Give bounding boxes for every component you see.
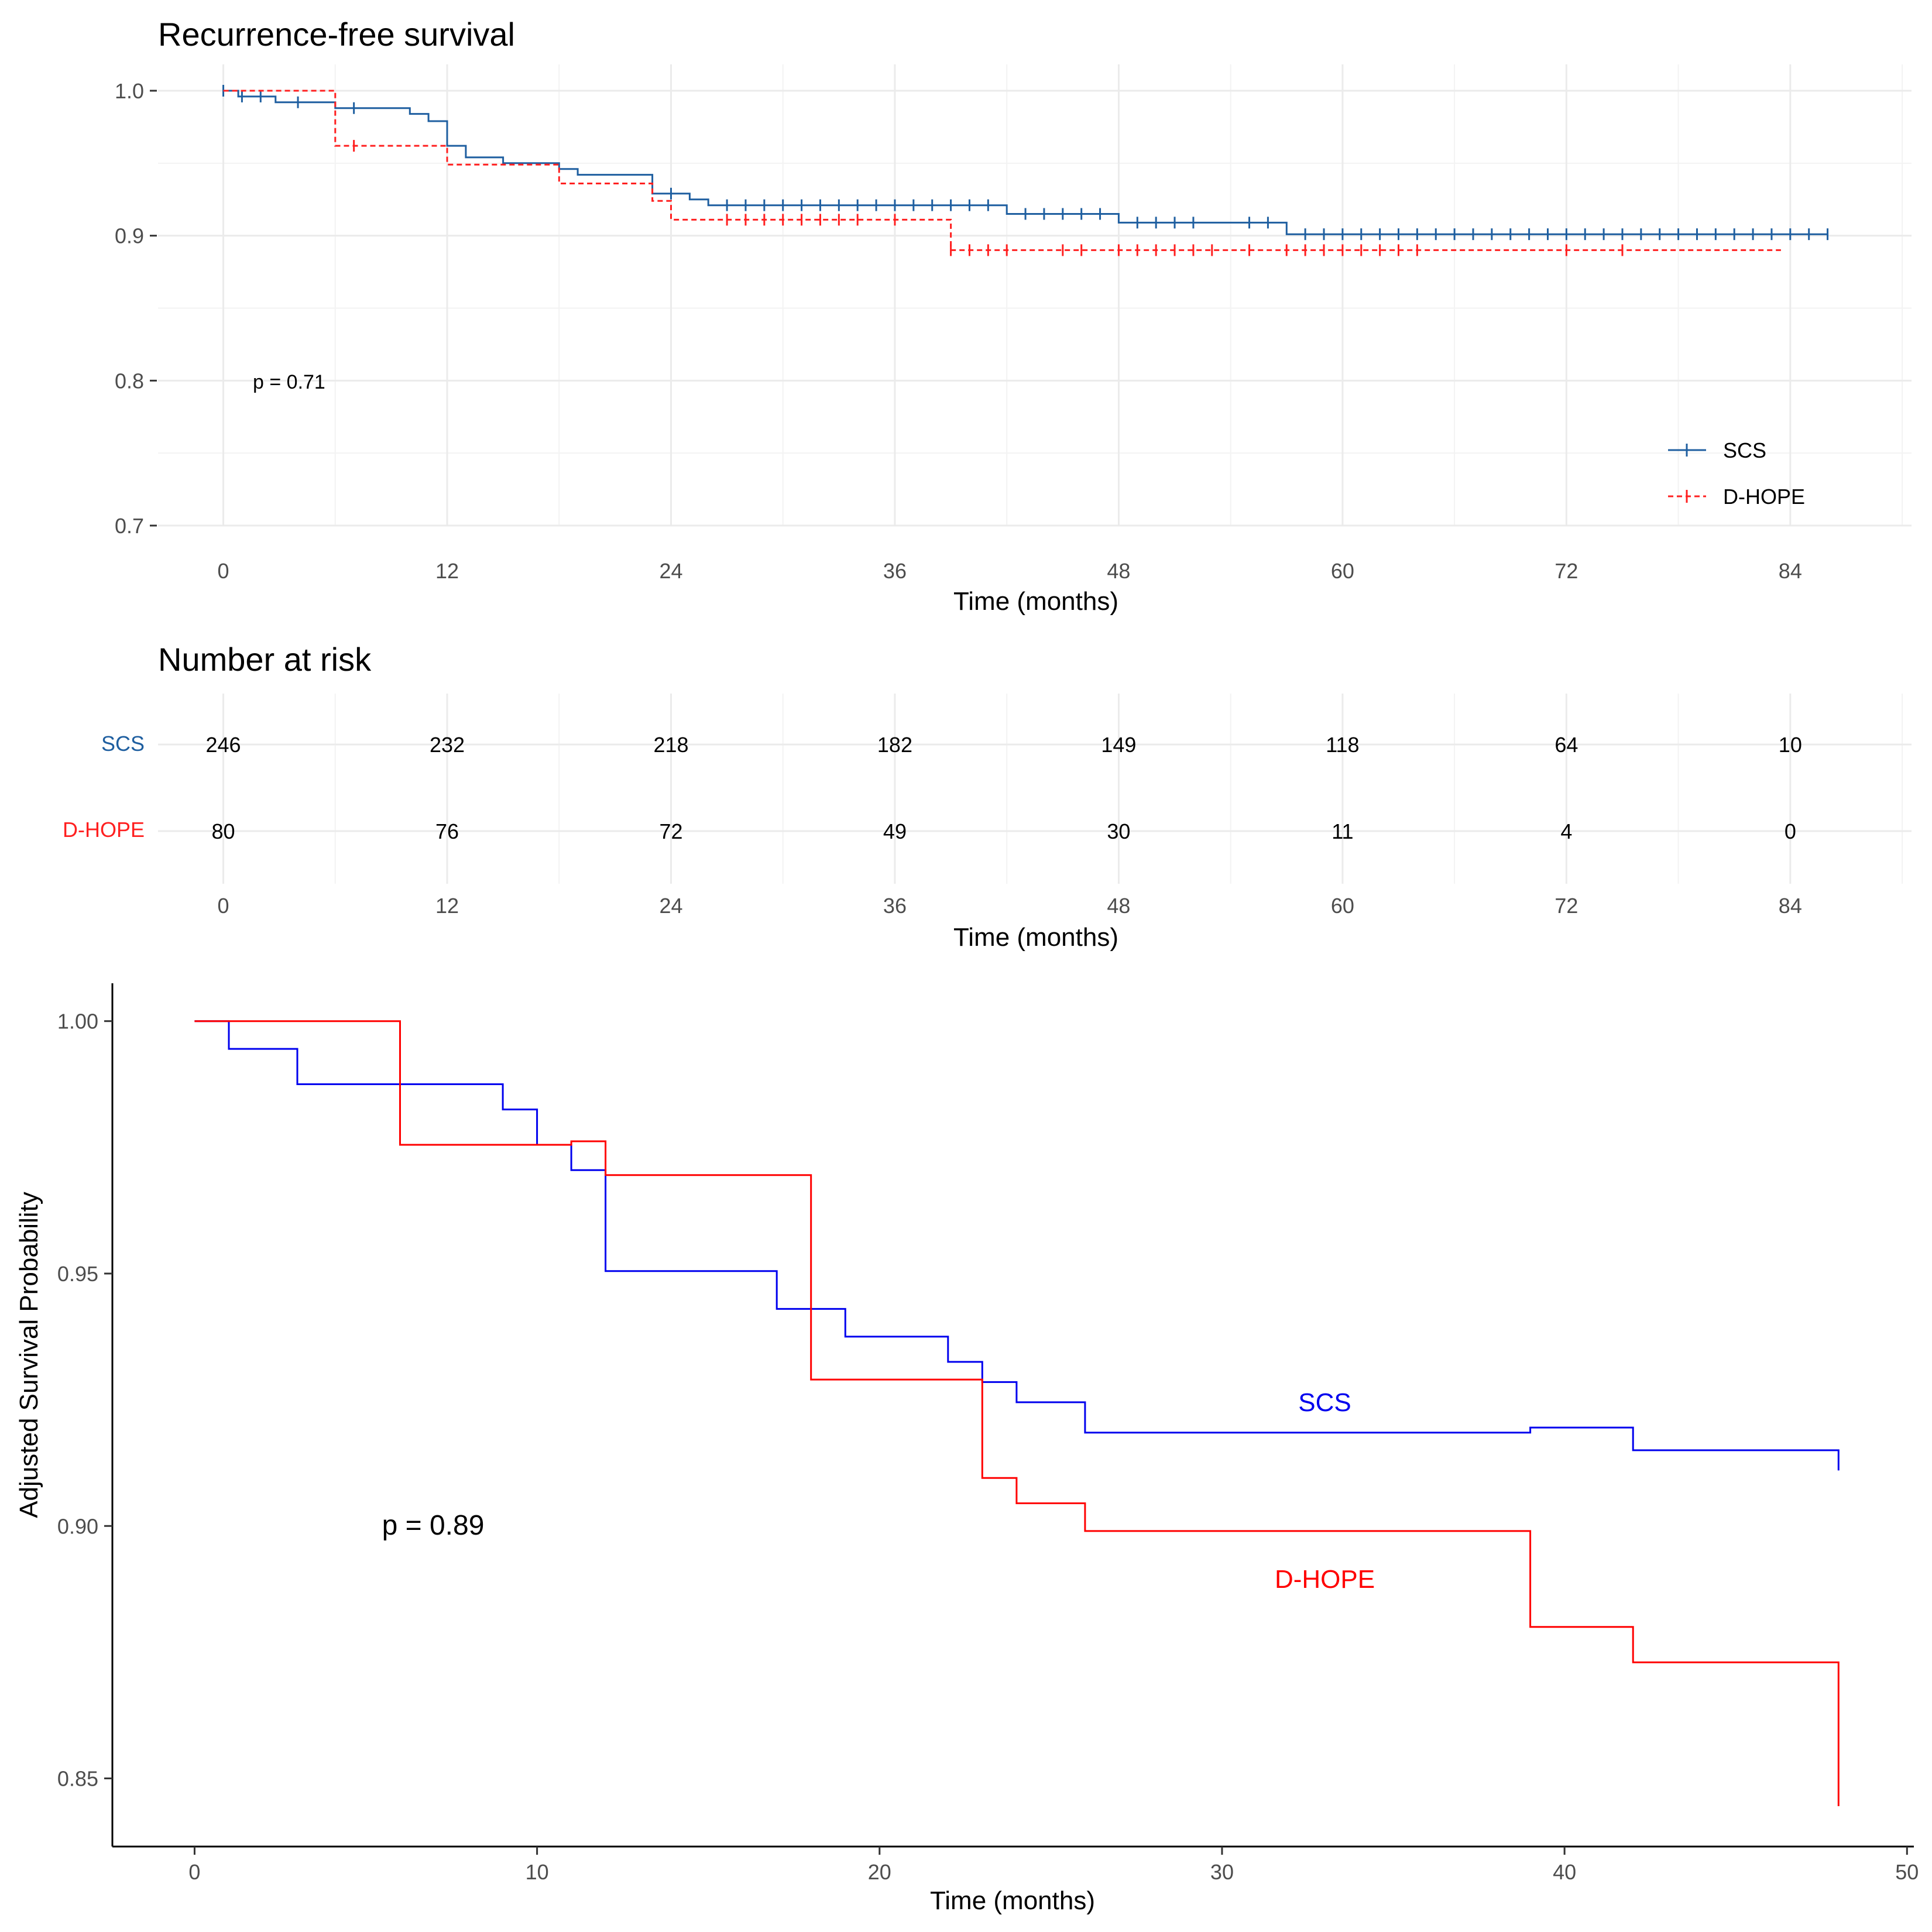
adjusted-y-tick-label: 1.00	[57, 1010, 98, 1034]
adjusted-axes: 0.85 0.90 0.95 1.00 0 10 20 30 40 50	[57, 983, 1919, 1884]
legend-scs-label: SCS	[1723, 438, 1766, 462]
adjusted-curves	[194, 1020, 1840, 1806]
rfs-x-tick-label: 24	[659, 559, 682, 583]
rfs-y-tick-label: 0.7	[115, 514, 144, 538]
adjusted-y-tick-label: 0.95	[57, 1262, 98, 1286]
risk-x-ticks: 0 12 24 36 48 60 72 84	[218, 894, 1802, 918]
rfs-curves	[222, 85, 1829, 256]
risk-x-axis-title: Time (months)	[953, 923, 1118, 952]
legend-dhope-label: D-HOPE	[1723, 485, 1805, 509]
rfs-dhope-curve	[223, 90, 1781, 251]
rfs-title: Recurrence-free survival	[158, 16, 515, 53]
adjusted-x-tick-label: 10	[526, 1860, 549, 1884]
rfs-y-tick-label: 0.8	[115, 369, 144, 393]
risk-cell-scs: 182	[877, 733, 912, 757]
rfs-axes: 0.7 0.8 0.9 1.0 0 12 24 36 48 60 72 84	[115, 79, 1802, 583]
adjusted-p-value: p = 0.89	[382, 1510, 485, 1541]
recurrence-free-survival-panel: Recurrence-free survival 0.7 0.8 0.9 1.0 0 12…	[115, 16, 1912, 616]
adjusted-x-tick-label: 40	[1553, 1860, 1576, 1884]
rfs-x-tick-label: 72	[1554, 559, 1578, 583]
risk-x-tick-label: 0	[218, 894, 229, 918]
risk-cell-dhope: 72	[659, 819, 682, 843]
risk-cell-scs: 118	[1326, 733, 1359, 757]
number-at-risk-panel: Number at risk SCS D-HOPE 246 232 218 182 14…	[63, 641, 1912, 952]
rfs-y-tick-label: 0.9	[115, 224, 144, 248]
rfs-p-value: p = 0.71	[253, 371, 325, 393]
adjusted-y-tick-label: 0.85	[57, 1767, 98, 1791]
adjusted-y-tick-label: 0.90	[57, 1514, 98, 1538]
risk-title: Number at risk	[158, 641, 372, 678]
risk-cell-dhope: 49	[883, 819, 907, 843]
risk-x-tick-label: 24	[659, 894, 682, 918]
rfs-x-tick-label: 84	[1779, 559, 1802, 583]
risk-x-tick-label: 84	[1779, 894, 1802, 918]
risk-cell-dhope: 80	[212, 819, 235, 843]
adjusted-y-axis-title: Adjusted Survival Probability	[15, 1192, 43, 1518]
adjusted-survival-panel: 0.85 0.90 0.95 1.00 0 10 20 30 40 50 Time (months…	[15, 983, 1919, 1915]
risk-row-label-dhope: D-HOPE	[63, 818, 145, 842]
risk-x-tick-label: 72	[1554, 894, 1578, 918]
rfs-x-tick-label: 60	[1331, 559, 1354, 583]
risk-cell-dhope: 30	[1107, 819, 1130, 843]
rfs-y-tick-label: 1.0	[115, 79, 144, 103]
risk-row-label-scs: SCS	[101, 732, 145, 756]
adjusted-scs-curve	[194, 1020, 1840, 1471]
adjusted-dhope-curve	[194, 1020, 1840, 1806]
rfs-x-tick-label: 0	[218, 559, 229, 583]
risk-x-tick-label: 12	[435, 894, 459, 918]
adjusted-series-label-scs: SCS	[1298, 1388, 1351, 1417]
rfs-x-axis-title: Time (months)	[953, 587, 1118, 616]
adjusted-x-tick-label: 50	[1895, 1860, 1919, 1884]
risk-cells: 246 232 218 182 149 118 64 10 80 76 72 49 30 11 4 0	[206, 733, 1802, 843]
risk-cell-scs: 232	[430, 733, 465, 757]
adjusted-x-tick-label: 30	[1210, 1860, 1234, 1884]
risk-cell-scs: 149	[1101, 733, 1136, 757]
risk-x-tick-label: 36	[883, 894, 907, 918]
risk-x-tick-label: 48	[1107, 894, 1130, 918]
risk-cell-dhope: 0	[1785, 819, 1796, 843]
rfs-x-tick-label: 48	[1107, 559, 1130, 583]
risk-x-tick-label: 60	[1331, 894, 1354, 918]
adjusted-x-tick-label: 20	[868, 1860, 891, 1884]
adjusted-x-axis-title: Time (months)	[930, 1886, 1095, 1915]
risk-cell-dhope: 4	[1560, 819, 1572, 843]
risk-grid	[158, 694, 1912, 884]
risk-cell-dhope: 76	[435, 819, 459, 843]
adjusted-x-tick-label: 0	[188, 1860, 200, 1884]
risk-cell-scs: 64	[1554, 733, 1578, 757]
rfs-grid	[158, 64, 1912, 527]
risk-cell-scs: 246	[206, 733, 241, 757]
rfs-x-tick-label: 12	[435, 559, 459, 583]
risk-cell-scs: 218	[653, 733, 688, 757]
rfs-legend: SCS D-HOPE	[1668, 438, 1805, 509]
rfs-x-tick-label: 36	[883, 559, 907, 583]
adjusted-series-label-dhope: D-HOPE	[1275, 1565, 1375, 1594]
risk-cell-scs: 10	[1779, 733, 1802, 757]
risk-cell-dhope: 11	[1332, 819, 1353, 843]
